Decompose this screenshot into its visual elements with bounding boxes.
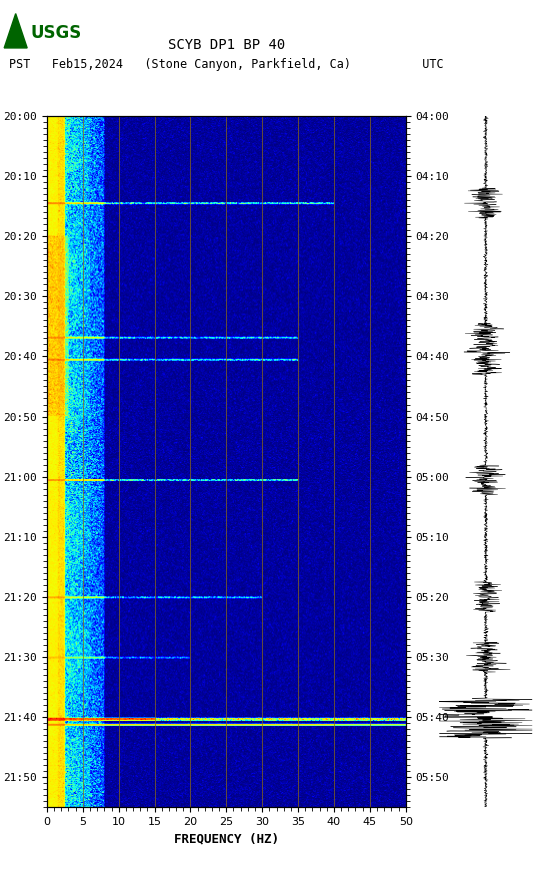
Text: SCYB DP1 BP 40: SCYB DP1 BP 40 (168, 37, 285, 52)
Text: USGS: USGS (30, 24, 81, 42)
X-axis label: FREQUENCY (HZ): FREQUENCY (HZ) (174, 832, 279, 846)
Polygon shape (4, 13, 27, 48)
Text: PST   Feb15,2024   (Stone Canyon, Parkfield, Ca)          UTC: PST Feb15,2024 (Stone Canyon, Parkfield,… (9, 58, 444, 71)
